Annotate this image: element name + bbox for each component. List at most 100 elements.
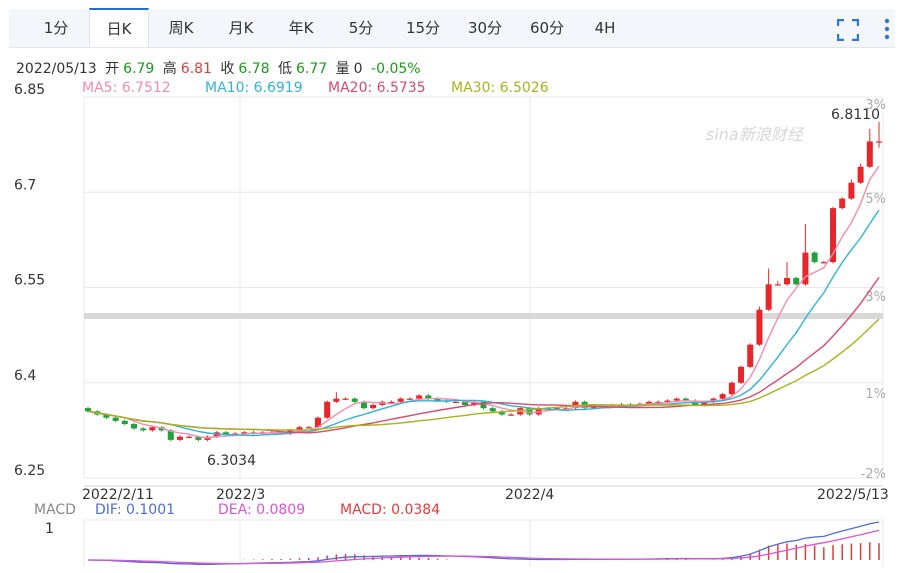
- tab-5min[interactable]: 5分: [348, 19, 374, 37]
- candle-body: [646, 401, 653, 404]
- tab-yearly-k[interactable]: 年K: [288, 19, 314, 37]
- candle-body: [314, 417, 321, 428]
- open-label: 开: [105, 61, 120, 77]
- candle-body: [287, 430, 294, 434]
- candle-body: [167, 430, 174, 440]
- candle-body: [103, 414, 110, 418]
- macd-legend-0: MACD: [34, 502, 76, 518]
- low-value: 6.77: [296, 61, 328, 77]
- candle-body: [360, 401, 367, 409]
- candle-body: [250, 432, 257, 434]
- dif-line: [87, 521, 880, 565]
- y-tick-label: 6.55: [14, 273, 45, 289]
- candle-body: [774, 284, 781, 286]
- candle-body: [425, 395, 432, 399]
- candle-body: [618, 404, 625, 406]
- candle-body: [636, 403, 643, 405]
- candle-body: [232, 433, 239, 435]
- close-label: 收: [220, 61, 235, 77]
- candle-body: [738, 366, 745, 383]
- candle-body: [728, 382, 735, 395]
- y-tick-label: 6.7: [14, 177, 36, 193]
- candle-body: [140, 428, 147, 431]
- percent-label: 1%: [865, 387, 886, 402]
- ma10-line: [87, 209, 880, 437]
- tab-60min[interactable]: 60分: [529, 19, 565, 37]
- open-value: 6.79: [123, 61, 155, 77]
- macd-legend-2: DEA: 0.0809: [218, 502, 305, 518]
- candle-body: [682, 398, 689, 401]
- ma5-line: [87, 165, 880, 439]
- candle-body: [784, 277, 791, 285]
- candle-body: [554, 408, 561, 410]
- candle-body: [609, 404, 616, 407]
- candle-body: [471, 401, 478, 405]
- candle-body: [305, 427, 312, 429]
- macd-legend-1: DIF: 0.1001: [95, 502, 175, 518]
- x-tick-label: 2022/4: [505, 487, 554, 503]
- x-tick-label: 2022/3: [216, 487, 265, 503]
- close-value: 6.78: [238, 61, 270, 77]
- candle-body: [830, 208, 837, 263]
- more-vertical-icon[interactable]: [877, 17, 897, 41]
- candle-body: [627, 404, 634, 406]
- tab-4h[interactable]: 4H: [594, 19, 616, 37]
- candle-body: [489, 408, 496, 412]
- tab-weekly-k[interactable]: 周K: [168, 19, 194, 37]
- price-band: [84, 313, 883, 319]
- candle-body: [526, 408, 533, 415]
- fullscreen-icon[interactable]: [836, 18, 860, 42]
- volume-label: 量: [335, 61, 350, 77]
- candle-body: [149, 427, 156, 431]
- candle-body: [563, 408, 570, 410]
- ma5-legend: MA5: 6.7512: [82, 80, 171, 96]
- sina-watermark: sina新浪财经: [706, 125, 805, 144]
- percent-label: 3%: [865, 290, 886, 305]
- candle-body: [268, 432, 275, 434]
- min-price-label: 6.3034: [207, 453, 256, 469]
- candle-body: [324, 401, 331, 418]
- candle-body: [480, 401, 487, 409]
- candle-body: [204, 436, 211, 440]
- candle-body: [572, 401, 579, 409]
- candle-body: [857, 166, 864, 183]
- tab-30min[interactable]: 30分: [467, 19, 503, 37]
- tab-daily-k[interactable]: 日K: [89, 8, 149, 47]
- candle-body: [802, 252, 809, 285]
- candle-body: [222, 432, 229, 435]
- candle-body: [158, 427, 165, 431]
- candle-body: [388, 401, 395, 403]
- candle-body: [655, 401, 662, 403]
- candle-body: [452, 401, 459, 403]
- macd-y-tick: 1: [45, 521, 54, 537]
- y-tick-label: 6.85: [14, 82, 45, 98]
- tab-monthly-k[interactable]: 月K: [228, 19, 254, 37]
- quote-date: 2022/05/13: [16, 61, 97, 77]
- candle-body: [544, 408, 551, 410]
- candle-body: [85, 408, 91, 412]
- tab-15min[interactable]: 15分: [405, 19, 441, 37]
- candle-body: [176, 436, 183, 440]
- macd-legend-3: MACD: 0.0384: [340, 502, 440, 518]
- candle-body: [296, 427, 303, 431]
- high-value: 6.81: [180, 61, 212, 77]
- candle-body: [839, 198, 846, 209]
- candle-body: [498, 411, 505, 415]
- candle-body: [866, 141, 873, 167]
- candle-body: [710, 398, 717, 402]
- candle-body: [535, 408, 542, 415]
- candle-body: [333, 398, 340, 402]
- candle-body: [664, 400, 671, 402]
- candle-body: [590, 406, 597, 409]
- tab-1min[interactable]: 1分: [43, 19, 69, 37]
- candle-body: [600, 405, 607, 407]
- x-tick-label: 2022/2/11: [82, 487, 154, 503]
- candle-body: [793, 277, 800, 285]
- candle-body: [517, 408, 524, 415]
- candle-body: [130, 424, 137, 429]
- candle-body: [434, 398, 441, 401]
- candle-body: [342, 398, 349, 400]
- candle-body: [397, 398, 404, 402]
- ma30-line: [87, 318, 880, 431]
